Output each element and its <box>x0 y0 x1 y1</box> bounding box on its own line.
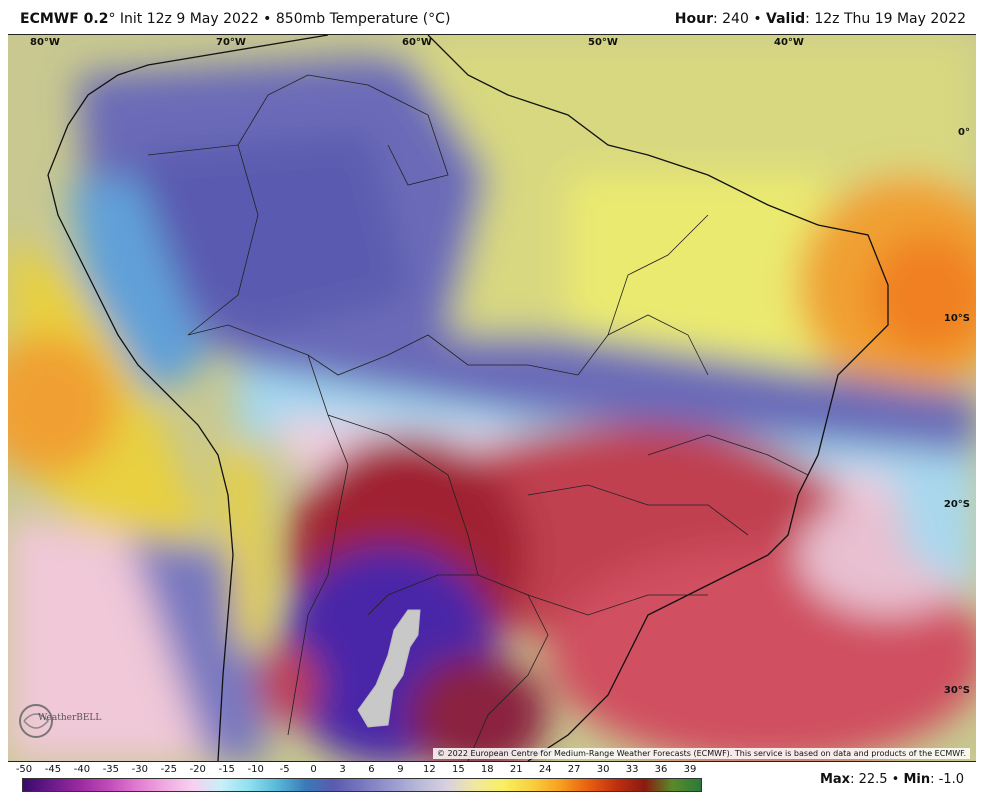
copyright-credit: © 2022 European Centre for Medium-Range … <box>433 748 970 759</box>
colorbar-tick: -10 <box>247 764 264 775</box>
lon-label-50w: 50°W <box>588 37 618 48</box>
hour-value: : 240 • <box>712 11 767 27</box>
colorbar-tick: -30 <box>131 764 148 775</box>
lon-label-40w: 40°W <box>774 37 804 48</box>
colorbar-tick: 0 <box>310 764 317 775</box>
colorbar-tick: 21 <box>509 764 523 775</box>
colorbar-legend: -50 -45 -40 -35 -30 -25 -20 -15 -10 -5 0 3 6 9 12 15 18 2… <box>16 762 702 802</box>
colorbar-tick: 9 <box>397 764 404 775</box>
model-name: ECMWF 0.2 <box>20 11 109 27</box>
header-title: ECMWF 0.2° Init 12z 9 May 2022 • 850mb T… <box>20 11 450 27</box>
colorbar-tick: -15 <box>218 764 235 775</box>
header-valid: Hour: 240 • Valid: 12z Thu 19 May 2022 <box>675 11 966 27</box>
colorbar-tick: 27 <box>567 764 581 775</box>
lat-label-10s: 10°S <box>943 313 970 324</box>
colorbar-tick: 12 <box>423 764 436 775</box>
lat-label-20s: 20°S <box>943 499 970 510</box>
lat-label-0: 0° <box>958 127 970 138</box>
lon-label-60w: 60°W <box>402 37 432 48</box>
header-bar: ECMWF 0.2° Init 12z 9 May 2022 • 850mb T… <box>0 0 984 34</box>
colorbar-tick: 3 <box>339 764 346 775</box>
colorbar-tick: 39 <box>683 764 697 775</box>
colorbar-tick: 33 <box>625 764 639 775</box>
colorbar-tick: 6 <box>368 764 375 775</box>
colorbar-tick: -20 <box>189 764 206 775</box>
colorbar-tick: 18 <box>480 764 494 775</box>
logo-text: WeatherBELL <box>38 713 102 723</box>
colorbar-tick: -25 <box>160 764 177 775</box>
colorbar-tick: -35 <box>102 764 120 775</box>
colorbar-tick: 24 <box>538 764 552 775</box>
colorbar-ticks: -50 -45 -40 -35 -30 -25 -20 -15 -10 -5 0 3 6 9 12 15 18 2… <box>16 764 702 778</box>
temperature-map[interactable]: 80°W 70°W 60°W 50°W 40°W 0° 10°S 20°S 30… <box>8 34 976 762</box>
colorbar-tick: -45 <box>44 764 62 775</box>
max-value: : 22.5 • <box>850 772 904 787</box>
hour-label: Hour <box>674 11 713 27</box>
min-value: : -1.0 <box>930 772 964 787</box>
colorbar-tick: 15 <box>451 764 465 775</box>
map-canvas <box>8 35 976 761</box>
colorbar-tick: -50 <box>15 764 33 775</box>
valid-value: : 12z Thu 19 May 2022 <box>805 11 966 27</box>
weatherbell-logo: WeatherBELL <box>16 699 108 745</box>
colorbar-tick: 30 <box>596 764 610 775</box>
degree-mark: ° <box>108 11 116 27</box>
colorbar <box>22 778 702 792</box>
max-label: Max <box>819 772 851 787</box>
lon-label-80w: 80°W <box>30 37 60 48</box>
lat-label-30s: 30°S <box>943 685 970 696</box>
colorbar-tick: -40 <box>73 764 91 775</box>
max-min-stats: Max: 22.5 • Min: -1.0 <box>820 772 964 787</box>
init-text: Init 12z 9 May 2022 • 850mb Temperature … <box>115 11 451 27</box>
colorbar-tick: -5 <box>279 764 290 775</box>
valid-label: Valid <box>766 11 806 27</box>
colorbar-tick: 36 <box>654 764 668 775</box>
min-label: Min <box>903 772 931 787</box>
lon-label-70w: 70°W <box>216 37 246 48</box>
